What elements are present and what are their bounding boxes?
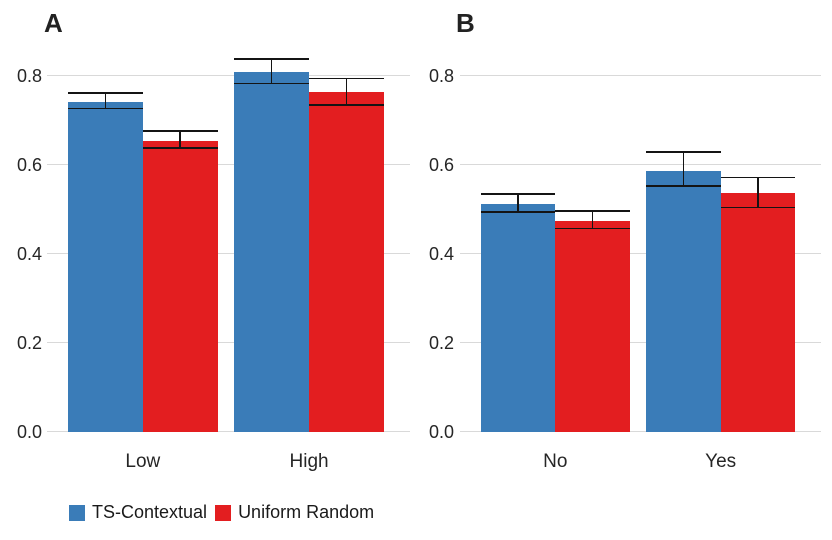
errorbar-line-no-blue [517,194,519,213]
legend-item-ts-contextual: TS-Contextual [69,502,207,523]
x-tick-label-no: No [543,451,568,472]
gridline-y-0.8 [47,74,410,76]
y-tick-label-0.2: 0.2 [16,333,42,353]
gridline-y-0.4 [47,252,410,254]
bar-uniform-random-no [555,221,630,432]
gridline-y-0.2 [460,341,821,343]
y-tick-label-0.0: 0.0 [16,422,42,442]
errorbar-line-low-red [179,132,181,149]
panel-a-label: A [44,8,63,38]
legend-item-uniform-random: Uniform Random [215,502,374,523]
y-tick-label-0.6: 0.6 [428,155,454,175]
errorbar-line-high-blue [270,60,273,85]
errorbar-cap-upper-low-red [142,130,218,133]
bar-ts-contextual-yes [646,170,721,432]
errorbar-line-high-red [345,79,348,106]
y-tick-label-0.8: 0.8 [16,66,42,86]
bar-ts-contextual-no [480,204,556,432]
gridline-y-0.0 [460,430,821,432]
errorbar-cap-upper-no-red [555,210,630,212]
errorbar-cap-upper-high-blue [234,58,310,60]
errorbar-cap-upper-high-red [309,77,384,80]
legend-label-ts-contextual: TS-Contextual [92,502,208,522]
bar-ts-contextual-high [234,71,310,432]
bar-uniform-random-low [142,140,218,432]
panel-b-plot-area [460,45,821,432]
y-tick-label-0.4: 0.4 [16,244,42,264]
panel-a: A 0.0 0.2 0.4 0.6 0.8 Low High [0,0,410,480]
gridline-y-0.0 [47,430,410,432]
y-tick-label-0.0: 0.0 [428,422,454,442]
panel-b: B 0.0 0.2 0.4 0.6 0.8 No Yes [412,0,832,480]
legend: TS-Contextual Uniform Random [69,502,374,523]
panel-a-plot-area [47,45,410,432]
gridline-y-0.6 [47,163,410,165]
legend-swatch-ts-contextual-icon [69,504,85,521]
errorbar-cap-upper-yes-blue [646,150,721,153]
y-tick-label-0.8: 0.8 [428,66,454,86]
bar-uniform-random-yes [720,193,795,432]
y-tick-label-0.2: 0.2 [428,333,454,353]
errorbar-cap-upper-no-blue [480,193,556,195]
gridline-y-0.6 [460,163,821,165]
errorbar-line-no-red [591,211,594,230]
errorbar-cap-upper-yes-red [720,176,795,179]
x-tick-label-yes: Yes [705,451,737,472]
errorbar-line-low-blue [104,93,107,110]
gridline-y-0.8 [460,74,821,76]
y-tick-label-0.6: 0.6 [16,155,42,175]
errorbar-cap-upper-low-blue [68,92,143,94]
errorbar-line-yes-blue [682,152,685,187]
x-tick-label-high: High [289,451,329,472]
x-tick-label-low: Low [125,451,161,472]
gridline-y-0.4 [460,252,821,254]
y-tick-label-0.4: 0.4 [428,244,454,264]
legend-swatch-uniform-random-icon [215,504,232,521]
panel-b-label: B [456,8,475,38]
bar-uniform-random-high [309,92,384,432]
gridline-y-0.2 [47,341,410,343]
bar-ts-contextual-low [68,102,143,432]
legend-label-uniform-random: Uniform Random [238,502,375,522]
errorbar-line-yes-red [757,178,759,209]
